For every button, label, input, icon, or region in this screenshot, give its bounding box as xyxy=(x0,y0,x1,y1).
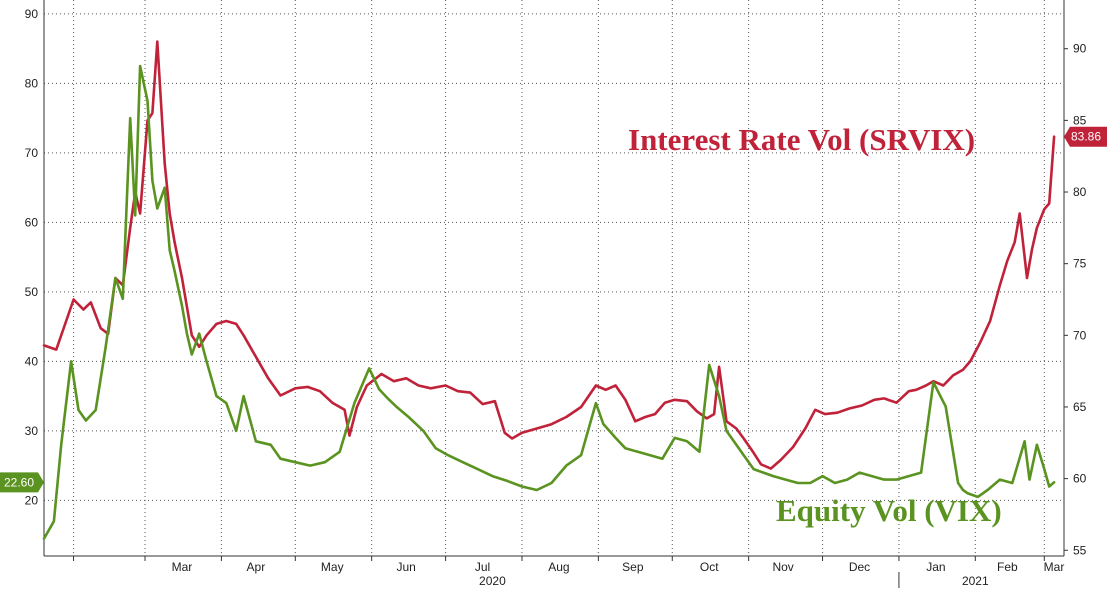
month-label: Sep xyxy=(622,560,644,574)
month-label: Aug xyxy=(548,560,569,574)
month-label: Jan xyxy=(926,560,945,574)
right-tick-label: 90 xyxy=(1073,42,1087,56)
month-label: Jun xyxy=(396,560,415,574)
left-tick-label: 70 xyxy=(25,146,39,160)
month-label: Oct xyxy=(700,560,719,574)
month-label: Mar xyxy=(1044,560,1065,574)
year-label: 2021 xyxy=(962,574,989,588)
left-tick-label: 30 xyxy=(25,424,39,438)
left-tick-label: 20 xyxy=(25,493,39,507)
left-tick-label: 90 xyxy=(25,7,39,21)
month-label: Nov xyxy=(772,560,793,574)
month-label: Feb xyxy=(997,560,1018,574)
year-label: 2020 xyxy=(479,574,506,588)
month-label: Jul xyxy=(475,560,490,574)
right-tick-label: 55 xyxy=(1073,543,1087,557)
vix-last-value-tag xyxy=(0,472,44,493)
srvix-line xyxy=(42,40,1056,470)
srvix-last-value-label: 83.86 xyxy=(1071,130,1101,144)
left-axis-ticks: 20 30 40 50 60 70 80 90 xyxy=(25,7,39,507)
srvix-annotation: Interest Rate Vol (SRVIX) xyxy=(628,122,975,157)
gridlines xyxy=(44,0,1064,556)
last-value-tags: 83.86 22.60 xyxy=(0,126,1107,493)
srvix-last-value-tag xyxy=(1064,126,1107,147)
month-label: Apr xyxy=(247,560,266,574)
vix-annotation: Equity Vol (VIX) xyxy=(776,493,1002,528)
plot-frame xyxy=(43,0,1065,588)
month-label: Dec xyxy=(849,560,870,574)
x-axis-month-labels: Mar Apr May Jun Jul Aug Sep Oct Nov Dec Jan Feb Mar xyxy=(172,560,1065,574)
x-axis-year-labels: 2020 2021 xyxy=(479,574,989,588)
left-tick-label: 40 xyxy=(25,354,39,368)
right-tick-label: 70 xyxy=(1073,328,1087,342)
right-tick-label: 75 xyxy=(1073,257,1087,271)
left-tick-label: 60 xyxy=(25,215,39,229)
right-tick-label: 60 xyxy=(1073,472,1087,486)
left-tick-label: 80 xyxy=(25,76,39,90)
month-label: May xyxy=(321,560,344,574)
month-label: Mar xyxy=(172,560,193,574)
left-tick-label: 50 xyxy=(25,285,39,299)
right-axis-ticks: 55 60 65 70 75 80 85 90 xyxy=(1064,42,1087,557)
right-tick-label: 85 xyxy=(1073,113,1087,127)
vix-line xyxy=(42,64,1056,540)
right-tick-label: 65 xyxy=(1073,400,1087,414)
series-lines xyxy=(42,40,1056,540)
right-tick-label: 80 xyxy=(1073,185,1087,199)
vix-last-value-label: 22.60 xyxy=(4,475,34,489)
